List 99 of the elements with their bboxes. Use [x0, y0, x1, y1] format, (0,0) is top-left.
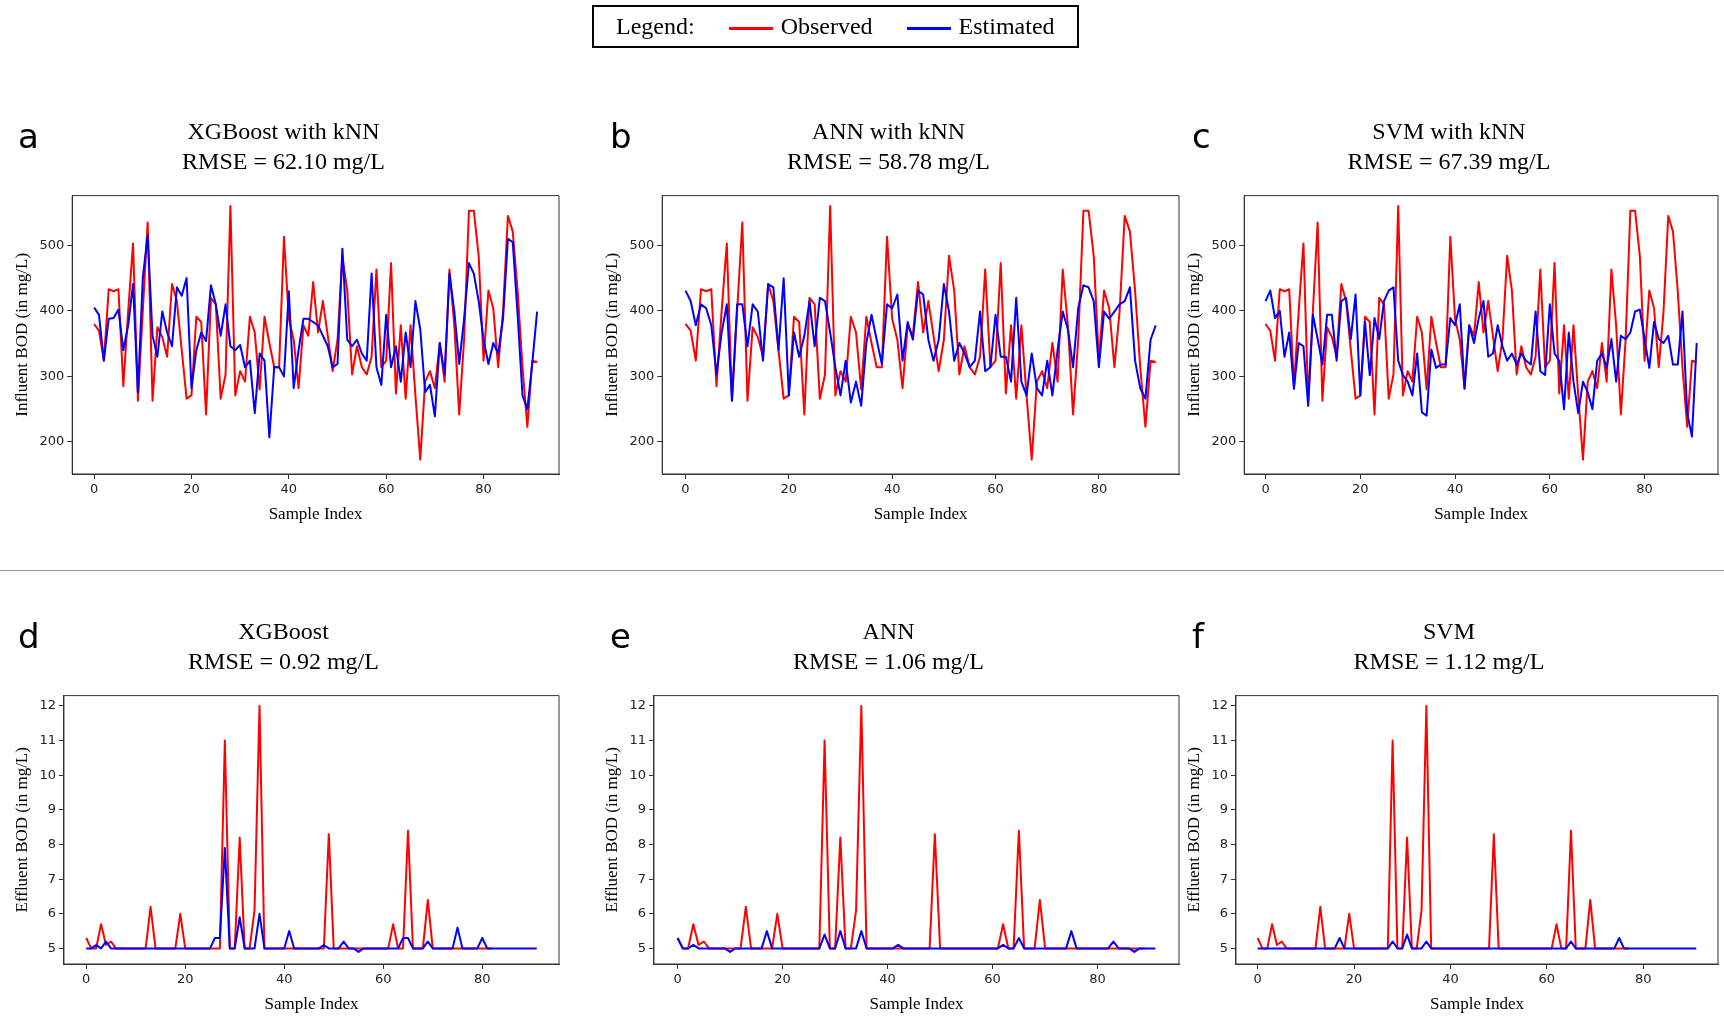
x-tick-label: 0 — [1261, 481, 1270, 497]
y-tick-label: 6 — [47, 905, 56, 921]
y-tick-label: 200 — [1211, 433, 1237, 449]
y-tick-label: 10 — [629, 766, 646, 782]
text: d — [18, 616, 40, 656]
y-tick-label: 8 — [47, 835, 56, 851]
x-tick-label: 80 — [473, 971, 491, 987]
chart-subtitle: RMSE = 1.12 mg/L — [1353, 648, 1545, 675]
x-tick-label: 40 — [1446, 481, 1464, 497]
x-axis-title: Sample Index — [869, 994, 964, 1014]
x-tick-label: 40 — [879, 971, 896, 987]
x-axis-title: Sample Index — [264, 994, 359, 1014]
x-tick-label: 80 — [1635, 971, 1652, 987]
x-axis-title: Sample Index — [1434, 504, 1529, 524]
x-tick-label: 20 — [1345, 971, 1363, 987]
y-tick-label: 7 — [1219, 870, 1228, 886]
x-tick-label: 40 — [883, 481, 901, 497]
text: f — [1192, 616, 1204, 656]
y-tick-label: 9 — [637, 801, 646, 817]
y-tick-label: 7 — [637, 870, 646, 886]
legend-title: Legend: — [616, 13, 695, 40]
x-axis-title: Sample Index — [873, 504, 969, 524]
x-axis-title: Sample Index — [1429, 994, 1525, 1014]
x-tick-label: 60 — [374, 971, 392, 987]
x-tick-label: 40 — [280, 481, 298, 497]
x-tick-label: 60 — [377, 481, 395, 497]
y-tick-label: 5 — [1219, 939, 1228, 955]
x-tick-label: 0 — [82, 971, 91, 987]
y-tick-label: 500 — [39, 236, 65, 252]
x-tick-label: 80 — [475, 481, 492, 497]
y-tick-label: 11 — [1211, 732, 1228, 747]
y-tick-label: 8 — [1219, 835, 1228, 851]
x-tick-label: 80 — [1636, 481, 1653, 497]
y-axis-title: Effluent BOD (in mg/L) — [11, 747, 31, 913]
y-tick-label: 400 — [1211, 302, 1237, 318]
legend-label: Observed — [779, 13, 873, 40]
x-tick-label: 0 — [681, 481, 690, 497]
chart-subtitle: RMSE = 62.10 mg/L — [182, 148, 385, 175]
y-tick-label: 9 — [47, 801, 56, 817]
chart-title: XGBoost — [238, 617, 330, 644]
x-axis-title: Sample Index — [268, 504, 364, 524]
x-tick-label: 0 — [1253, 971, 1262, 987]
x-tick-label: 20 — [183, 481, 200, 497]
y-axis-title: Influent BOD (in mg/L) — [1183, 252, 1203, 417]
y-tick-label: 12 — [629, 697, 646, 713]
y-tick-label: 10 — [39, 766, 56, 782]
y-tick-label: 12 — [39, 697, 56, 713]
y-tick-label: 300 — [39, 367, 65, 383]
y-axis-title: Influent BOD (in mg/L) — [11, 252, 31, 417]
y-tick-label: 5 — [637, 939, 646, 955]
y-tick-label: 6 — [1219, 905, 1228, 921]
chart-title: ANN with kNN — [811, 117, 966, 144]
y-tick-label: 12 — [1211, 697, 1228, 713]
y-tick-label: 5 — [47, 939, 56, 955]
x-tick-label: 20 — [176, 971, 194, 987]
x-tick-label: 80 — [1090, 481, 1108, 497]
text: a — [18, 116, 39, 156]
x-tick-label: 20 — [774, 971, 791, 987]
x-tick-label: 0 — [89, 481, 99, 497]
y-axis-title: Influent BOD (in mg/L) — [601, 252, 621, 417]
y-axis-title: Effluent BOD (in mg/L) — [601, 747, 621, 913]
x-tick-label: 40 — [275, 971, 293, 987]
y-tick-label: 11 — [629, 732, 646, 747]
x-tick-label: 20 — [1352, 481, 1369, 497]
y-tick-label: 500 — [1211, 236, 1237, 252]
x-tick-label: 20 — [780, 481, 798, 497]
chart-title: ANN — [862, 617, 915, 644]
chart-title: SVM with kNN — [1372, 117, 1526, 144]
text: c — [1192, 116, 1211, 156]
y-tick-label: 10 — [1211, 766, 1228, 782]
y-tick-label: 300 — [1211, 367, 1237, 383]
text: e — [610, 616, 631, 656]
y-tick-label: 9 — [1219, 801, 1228, 817]
y-tick-label: 200 — [39, 433, 65, 449]
chart-subtitle: RMSE = 67.39 mg/L — [1347, 148, 1551, 175]
x-tick-label: 60 — [1541, 481, 1559, 497]
x-tick-label: 0 — [673, 971, 682, 987]
y-tick-label: 300 — [629, 367, 655, 383]
x-tick-label: 60 — [1538, 971, 1556, 987]
chart-subtitle: RMSE = 0.92 mg/L — [188, 648, 379, 675]
y-tick-label: 400 — [39, 302, 65, 318]
y-axis-title: Effluent BOD (in mg/L) — [1183, 747, 1203, 913]
chart-subtitle: RMSE = 58.78 mg/L — [787, 148, 990, 175]
x-tick-label: 40 — [1442, 971, 1459, 987]
y-tick-label: 8 — [637, 835, 646, 851]
y-tick-label: 500 — [629, 236, 655, 252]
text: b — [610, 116, 632, 156]
y-tick-label: 6 — [637, 905, 646, 921]
chart-title: SVM — [1422, 617, 1476, 644]
legend-label: Estimated — [957, 13, 1055, 40]
y-tick-label: 200 — [629, 433, 655, 449]
x-tick-label: 60 — [987, 481, 1004, 497]
chart-title: XGBoost with kNN — [187, 117, 380, 144]
x-tick-label: 60 — [984, 971, 1001, 987]
y-tick-label: 11 — [39, 732, 56, 747]
y-tick-label: 400 — [629, 302, 655, 318]
x-tick-label: 80 — [1089, 971, 1106, 987]
chart-subtitle: RMSE = 1.06 mg/L — [793, 648, 984, 675]
y-tick-label: 7 — [47, 870, 56, 886]
